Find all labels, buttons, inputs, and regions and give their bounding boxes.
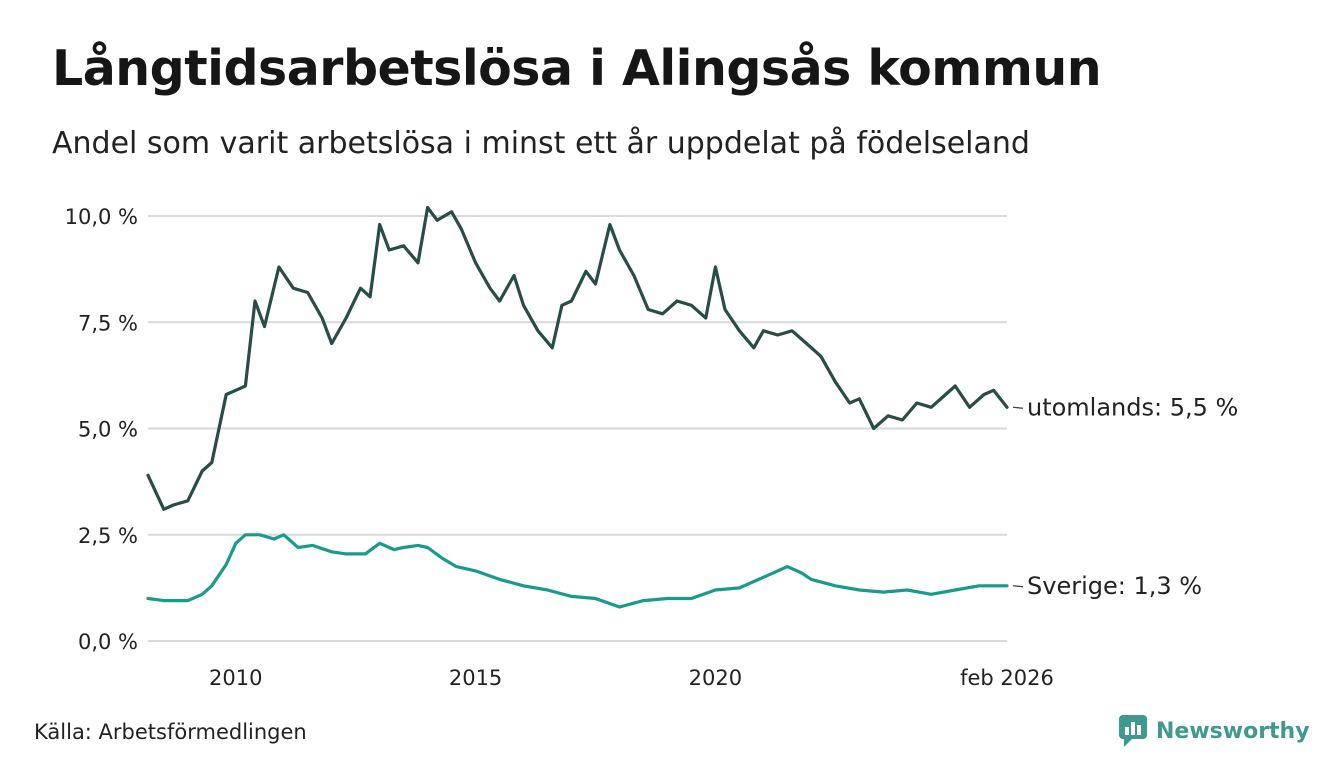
newsworthy-logo[interactable]: Newsworthy <box>1118 714 1310 748</box>
y-axis-ticks: 0,0 % 2,5 % 5,0 % 7,5 % 10,0 % <box>65 205 138 654</box>
series-line-sverige <box>146 533 1009 609</box>
y-tick-label: 0,0 % <box>78 630 138 654</box>
y-tick-label: 5,0 % <box>78 418 138 442</box>
source-note: Källa: Arbetsförmedlingen <box>34 720 307 744</box>
x-axis-ticks: 2010 2015 2020 feb 2026 <box>209 666 1054 690</box>
series-end-labels: utomlands: 5,5 % Sverige: 1,3 % <box>1012 393 1238 600</box>
x-tick-label: feb 2026 <box>960 666 1054 690</box>
end-label-connector <box>1012 406 1024 409</box>
series-lines <box>146 205 1009 609</box>
end-label-connector <box>1012 585 1024 588</box>
y-tick-label: 7,5 % <box>78 311 138 335</box>
x-tick-label: 2010 <box>209 666 262 690</box>
chart-subtitle: Andel som varit arbetslösa i minst ett å… <box>52 126 1030 161</box>
chart-title: Långtidsarbetslösa i Alingsås kommun <box>52 40 1102 97</box>
x-tick-label: 2015 <box>449 666 502 690</box>
series-line-utomlands <box>146 205 1009 511</box>
x-tick-label: 2020 <box>689 666 742 690</box>
end-label-utomlands: utomlands: 5,5 % <box>1027 393 1238 421</box>
grid-lines <box>148 215 1007 642</box>
newsworthy-logo-text: Newsworthy <box>1156 718 1310 744</box>
newsworthy-logo-icon <box>1119 715 1147 747</box>
y-tick-label: 2,5 % <box>78 524 138 548</box>
y-tick-label: 10,0 % <box>65 205 138 229</box>
end-label-sverige: Sverige: 1,3 % <box>1027 572 1202 600</box>
